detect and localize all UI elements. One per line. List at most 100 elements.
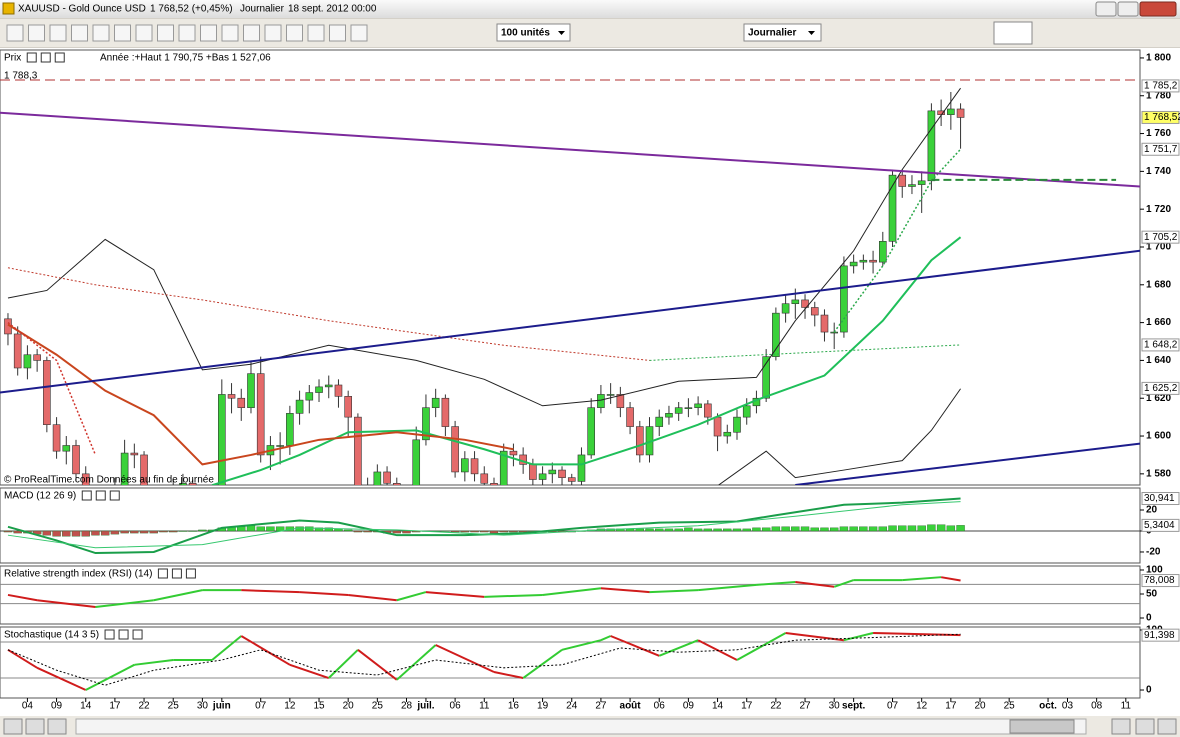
period-select[interactable]: [743, 23, 822, 42]
tool-button[interactable]: [135, 24, 153, 42]
x-tick-label: 08: [1091, 701, 1103, 712]
price-tag-label: 1 648,2: [1144, 340, 1178, 351]
candle-body: [247, 373, 255, 408]
tool-button[interactable]: [157, 24, 174, 42]
x-tick-label: 06: [450, 701, 462, 712]
x-tick-label: 04: [22, 701, 34, 712]
panel: [0, 49, 1141, 486]
x-tick-label: 22: [770, 701, 782, 712]
indicator-segment: [348, 593, 397, 602]
indicator-segment: [7, 648, 38, 669]
tool-button[interactable]: [200, 24, 217, 42]
panel-control[interactable]: [118, 629, 129, 640]
indicator-segment: [542, 587, 602, 596]
tool-button[interactable]: [286, 24, 303, 42]
app-icon: [2, 2, 15, 15]
plot: [0, 576, 1140, 608]
indicator-segment: [396, 644, 437, 681]
x-tick-label: 14: [712, 701, 724, 712]
histogram-bar: [781, 526, 790, 532]
histogram-bar: [110, 530, 120, 535]
tool-group: [6, 24, 368, 42]
indicator-segment: [756, 580, 796, 586]
tool-button[interactable]: [264, 24, 282, 42]
indicator-button[interactable]: [993, 21, 1033, 45]
x-tick-label: 20: [974, 701, 986, 712]
indicator-line: [7, 497, 961, 555]
tool-button[interactable]: [92, 24, 110, 42]
panel-control[interactable]: [81, 490, 92, 501]
candle-body: [392, 482, 401, 485]
histogram-bar: [441, 530, 450, 532]
indicator-segment: [396, 591, 427, 602]
panel-control[interactable]: [157, 568, 168, 579]
indicator-segment: [940, 576, 961, 582]
histogram-bar: [888, 525, 897, 532]
panel-control[interactable]: [95, 490, 106, 501]
histogram-bar: [761, 527, 771, 532]
candle-body: [781, 303, 790, 314]
zoom-out-button[interactable]: [1111, 718, 1131, 735]
level-label: 1 788,3: [4, 71, 38, 82]
candle-body: [480, 473, 489, 484]
candle-body: [820, 314, 829, 333]
panel-control[interactable]: [54, 52, 65, 63]
y-tick-label: 1 720: [1146, 204, 1171, 215]
tool-button[interactable]: [307, 24, 325, 42]
panel-control[interactable]: [171, 568, 182, 579]
price-tag: [1141, 142, 1180, 156]
y-tick-label: 1 660: [1146, 317, 1171, 328]
marker-button[interactable]: [47, 718, 67, 735]
close-button[interactable]: [1139, 1, 1177, 17]
candle-body: [509, 450, 518, 456]
histogram-bar: [684, 527, 693, 532]
tool-button[interactable]: [221, 24, 239, 42]
save-button[interactable]: [25, 718, 45, 735]
candle-body: [324, 384, 333, 388]
dropdown-arrow: [808, 31, 815, 35]
x-tick-label: 25: [372, 701, 384, 712]
x-tick-label: 15: [313, 701, 325, 712]
tool-button[interactable]: [71, 24, 88, 42]
panel-control[interactable]: [104, 629, 115, 640]
x-tick-label: 27: [595, 701, 607, 712]
fit-button[interactable]: [1135, 718, 1155, 735]
indicator-line: [833, 148, 962, 333]
y-tick-label: 1 600: [1146, 431, 1171, 442]
minimize-button[interactable]: [1095, 1, 1117, 17]
indicator-segment: [425, 591, 485, 598]
tool-button[interactable]: [243, 24, 260, 42]
tool-button[interactable]: [178, 24, 196, 42]
panel-control[interactable]: [109, 490, 120, 501]
panel-control[interactable]: [132, 629, 143, 640]
candle-body: [587, 407, 595, 456]
histogram-bar: [363, 530, 372, 533]
tool-button[interactable]: [329, 24, 346, 42]
histogram-bar: [723, 528, 732, 532]
histogram-bar: [664, 528, 674, 532]
indicator-segment: [240, 635, 291, 666]
tool-button[interactable]: [28, 24, 45, 42]
zoom-in-button[interactable]: [1157, 718, 1177, 735]
histogram-bar: [256, 526, 265, 532]
scroll-thumb[interactable]: [1009, 719, 1075, 734]
tool-button[interactable]: [350, 24, 368, 42]
units-select[interactable]: [496, 23, 571, 42]
candle-body: [772, 312, 780, 357]
panel-title-bg: [1, 567, 210, 580]
histogram-bar: [509, 530, 518, 533]
candle-body: [577, 454, 586, 482]
panel-control[interactable]: [26, 52, 37, 63]
candle-body: [383, 471, 391, 484]
print-button[interactable]: [3, 718, 23, 735]
candle-body: [888, 174, 897, 242]
tool-button[interactable]: [6, 24, 24, 42]
tool-button[interactable]: [49, 24, 67, 42]
panel-control[interactable]: [185, 568, 196, 579]
tool-button[interactable]: [114, 24, 131, 42]
panel-control[interactable]: [40, 52, 51, 63]
maximize-button[interactable]: [1117, 1, 1139, 17]
price-tag: [1141, 628, 1180, 642]
scrollbar[interactable]: [75, 718, 1087, 735]
indicator-line: [7, 267, 650, 361]
